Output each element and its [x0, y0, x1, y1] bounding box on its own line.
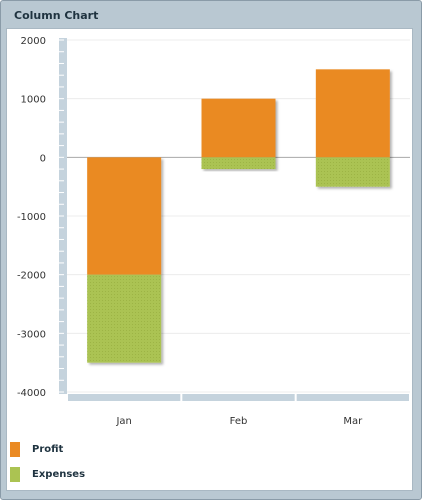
y-tick-label: -1000 [17, 212, 46, 223]
legend-label-profit: Profit [32, 444, 64, 455]
legend-swatch-expenses [10, 467, 20, 482]
x-axis-band-segment [68, 394, 181, 401]
x-tick-label-mar: Mar [343, 416, 363, 427]
legend-swatch-profit [10, 442, 20, 457]
y-tick-label: 0 [40, 153, 46, 164]
column-chart: 2000 1000 0 -1000 -2000 -3000 -4000 Jan Feb Mar [17, 36, 410, 427]
y-tick-label: -4000 [17, 388, 46, 399]
x-axis-band-segment [182, 394, 295, 401]
bar-expenses-mar [315, 157, 390, 187]
legend-item-expenses[interactable]: Expenses [10, 467, 85, 482]
y-tick-label: -2000 [17, 271, 46, 282]
y-tick-label: 1000 [21, 95, 46, 106]
legend-item-profit[interactable]: Profit [10, 442, 63, 457]
x-tick-label-feb: Feb [230, 416, 248, 427]
bar-profit-feb [201, 98, 276, 158]
y-tick-label: -3000 [17, 329, 46, 340]
bar-profit-mar [315, 69, 390, 158]
x-tick-label-jan: Jan [115, 416, 131, 427]
bar-profit-jan [87, 157, 162, 275]
x-axis-band-segment [296, 394, 409, 401]
legend-label-expenses: Expenses [32, 469, 86, 480]
y-tick-label: 2000 [21, 36, 46, 47]
bar-expenses-jan [87, 274, 162, 363]
panel-title: Column Chart [14, 9, 99, 22]
bar-expenses-feb [201, 157, 276, 170]
